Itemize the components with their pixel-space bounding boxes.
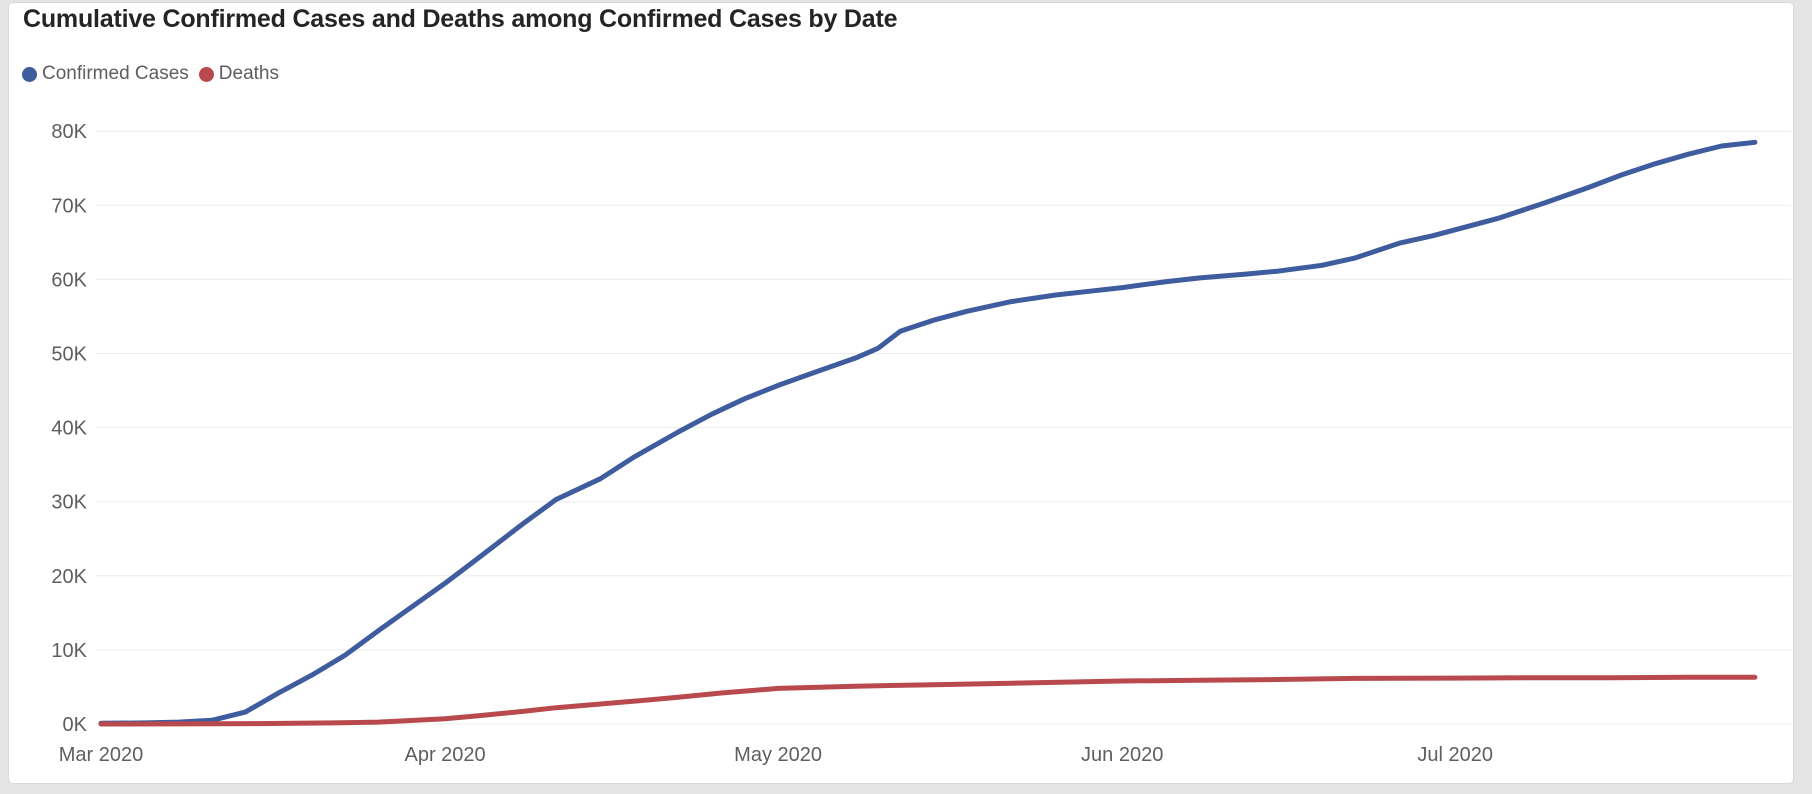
y-axis-tick-label: 20K	[51, 566, 87, 588]
y-axis-tick-label: 30K	[51, 492, 87, 514]
x-axis-tick-label: Mar 2020	[59, 744, 144, 766]
y-axis-tick-label: 50K	[51, 344, 87, 366]
y-axis-tick-label: 80K	[51, 121, 87, 143]
y-axis-tick-label: 0K	[63, 714, 88, 736]
legend-label-deaths: Deaths	[218, 63, 279, 84]
legend-marker-confirmed-cases-icon	[22, 66, 37, 82]
y-axis-tick-label: 60K	[51, 269, 87, 291]
chart-title: Cumulative Confirmed Cases and Deaths am…	[23, 5, 898, 33]
x-axis-tick-label: Apr 2020	[405, 744, 486, 766]
chart-legend: Confirmed Cases Deaths	[22, 63, 279, 85]
plot-area[interactable]: 0K 10K 20K 30K 40K 50K 60K 70K 80K Mar 2020 Apr 20…	[9, 3, 1803, 787]
y-axis-tick-label: 10K	[51, 640, 87, 662]
legend-marker-deaths-icon	[198, 66, 214, 82]
chart-card: 0K 10K 20K 30K 40K 50K 60K 70K 80K Mar 2020 Apr 20…	[8, 2, 1794, 784]
x-axis-tick-label: May 2020	[734, 744, 822, 766]
confirmed-cases-line[interactable]	[98, 139, 1758, 726]
y-axis-tick-label: 40K	[51, 418, 87, 440]
legend-item-deaths[interactable]: Deaths	[198, 63, 279, 85]
legend-item-confirmed-cases[interactable]: Confirmed Cases	[22, 63, 189, 85]
x-axis-tick-label: Jul 2020	[1417, 744, 1493, 766]
y-axis-tick-label: 70K	[51, 195, 87, 217]
deaths-line[interactable]	[98, 674, 1758, 727]
legend-label-confirmed-cases: Confirmed Cases	[42, 63, 189, 84]
x-axis-tick-label: Jun 2020	[1081, 744, 1163, 766]
